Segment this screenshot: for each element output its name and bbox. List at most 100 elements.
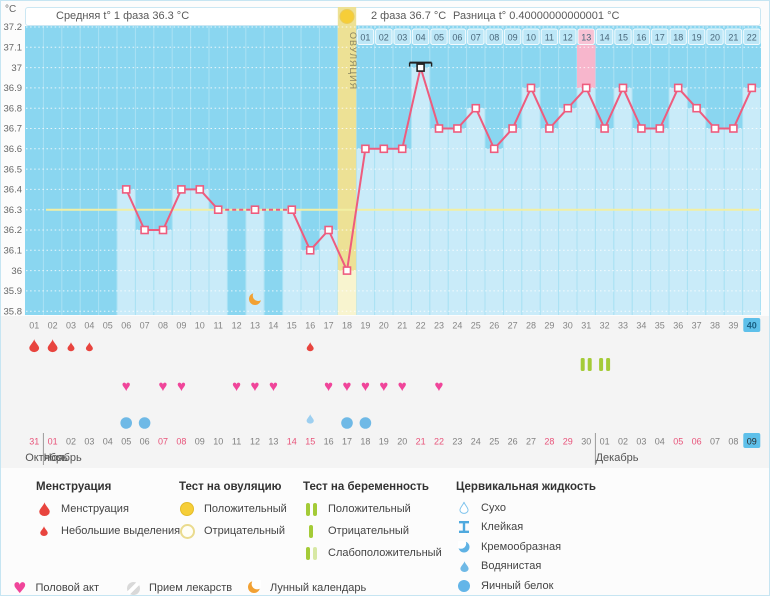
- temp-point[interactable]: [563, 103, 573, 113]
- temp-point[interactable]: [397, 144, 407, 154]
- post-ovulation-day-cell[interactable]: [706, 28, 724, 45]
- legend-pregnancy-test-title: Тест на беременность: [303, 481, 429, 493]
- temp-point[interactable]: [379, 144, 389, 154]
- post-ovulation-day-cell[interactable]: [393, 28, 411, 45]
- legend-item-label: Сухо: [481, 501, 506, 514]
- post-ovulation-day-cell[interactable]: [540, 28, 559, 45]
- day-column: [117, 189, 135, 315]
- temperature-line-segment: [290, 209, 312, 251]
- temp-point[interactable]: [471, 103, 481, 113]
- temp-point[interactable]: [747, 83, 757, 93]
- post-ovulation-day-cell[interactable]: [614, 28, 632, 45]
- day-column: [191, 189, 209, 315]
- intercourse-heart-icon: ♥: [324, 378, 333, 395]
- temp-point[interactable]: [361, 144, 370, 154]
- post-ovulation-day-cell[interactable]: [669, 28, 687, 45]
- cycle-day-label: 11: [214, 321, 223, 331]
- date-label: 02: [618, 437, 628, 447]
- temp-point[interactable]: [324, 225, 333, 235]
- temp-point[interactable]: [416, 63, 425, 72]
- date-label: 06: [140, 437, 150, 447]
- post-ovulation-day-cell[interactable]: [375, 28, 393, 45]
- ovulation-label: ОВУЛЯЦИЯ: [348, 32, 358, 90]
- post-ovulation-day-cell[interactable]: [559, 28, 577, 45]
- temp-point[interactable]: [729, 124, 738, 133]
- temperature-line-segment: [401, 67, 422, 150]
- temp-point[interactable]: [710, 124, 720, 133]
- cycle-day-label: 06: [121, 321, 131, 331]
- pink-highlight-column: [577, 45, 596, 88]
- date-label: 01: [48, 437, 58, 447]
- date-label: 25: [489, 437, 499, 447]
- y-axis-tick-label: 36.8: [4, 103, 23, 114]
- cycle-day-label: 08: [158, 321, 168, 331]
- temp-point[interactable]: [673, 83, 683, 93]
- post-ovulation-day-cell[interactable]: [430, 28, 448, 45]
- post-ovulation-day-cell[interactable]: [411, 28, 430, 45]
- date-label: 04: [655, 437, 665, 447]
- temp-point[interactable]: [618, 83, 628, 93]
- temp-point[interactable]: [526, 83, 536, 93]
- temp-point[interactable]: [177, 185, 186, 194]
- pregnancy-negative-icon: [303, 524, 319, 538]
- today-cycle-day-box: [743, 318, 761, 332]
- temp-point[interactable]: [305, 246, 315, 255]
- post-ovulation-day-cell[interactable]: [503, 28, 522, 45]
- temp-point[interactable]: [600, 124, 609, 133]
- temp-point[interactable]: [287, 205, 297, 214]
- temp-point[interactable]: [434, 124, 444, 133]
- temp-point[interactable]: [140, 225, 149, 235]
- day-column: [595, 128, 614, 315]
- cycle-day-label: 01: [29, 321, 39, 331]
- intercourse-heart-icon: ♥: [379, 378, 388, 395]
- date-label: 01: [600, 437, 610, 447]
- date-label: 12: [250, 437, 260, 447]
- legend-item-label: Отрицательный: [328, 525, 409, 537]
- temp-point[interactable]: [250, 205, 260, 214]
- temperature-line-segment: [474, 107, 496, 150]
- temp-point[interactable]: [637, 124, 646, 133]
- date-label: 26: [508, 437, 518, 447]
- post-ovulation-day-cell[interactable]: [595, 28, 614, 45]
- cervical-egg-white-icon: [120, 417, 132, 429]
- cycle-day-label: 34: [636, 321, 646, 331]
- cycle-day-label: 03: [66, 321, 76, 331]
- post-ovulation-day-cell[interactable]: [687, 28, 706, 45]
- legend-item-dry: Сухо: [456, 498, 596, 518]
- temp-point[interactable]: [489, 144, 499, 154]
- cycle-day-label: 30: [563, 321, 573, 331]
- temp-point[interactable]: [692, 103, 701, 113]
- post-ovulation-day-cell[interactable]: [485, 28, 503, 45]
- temp-point[interactable]: [453, 124, 462, 133]
- legend-item-ovulation-negative: Отрицательный: [179, 520, 287, 542]
- temp-point[interactable]: [121, 185, 131, 194]
- temperature-line-segment: [603, 87, 624, 129]
- cycle-day-label: 22: [416, 321, 426, 331]
- post-ovulation-day-cell[interactable]: [651, 28, 669, 45]
- temp-point[interactable]: [342, 266, 352, 275]
- post-ovulation-day-cell[interactable]: [743, 28, 761, 45]
- date-label: 31: [29, 437, 39, 447]
- temp-point[interactable]: [508, 124, 517, 133]
- post-ovulation-day-cell[interactable]: [724, 28, 743, 45]
- cycle-day-label: 18: [342, 321, 352, 331]
- temp-point[interactable]: [655, 124, 665, 133]
- temperature-line-segment: [419, 67, 440, 129]
- post-ovulation-day-cell[interactable]: [632, 28, 651, 45]
- post-ovulation-day-cell[interactable]: [448, 28, 467, 45]
- temperature-line-segment: [622, 87, 643, 129]
- date-label: 08: [728, 437, 738, 447]
- y-axis-tick-label: 36.5: [4, 164, 23, 175]
- cycle-day-label: 16: [305, 321, 315, 331]
- date-label: 13: [268, 437, 278, 447]
- temp-point[interactable]: [213, 205, 223, 214]
- temp-point[interactable]: [195, 185, 205, 194]
- post-ovulation-day-cell[interactable]: [577, 28, 595, 45]
- post-ovulation-day-cell[interactable]: [356, 28, 375, 45]
- temperature-chart[interactable]: 37.2 37.1 37 36.9 36.8 36.7 36.6 36.5 36.4 36.3 36…: [1, 1, 770, 471]
- temp-point[interactable]: [545, 124, 554, 133]
- temp-point[interactable]: [158, 225, 168, 235]
- temp-point[interactable]: [581, 83, 591, 93]
- post-ovulation-day-cell[interactable]: [522, 28, 540, 45]
- post-ovulation-day-cell[interactable]: [467, 28, 485, 45]
